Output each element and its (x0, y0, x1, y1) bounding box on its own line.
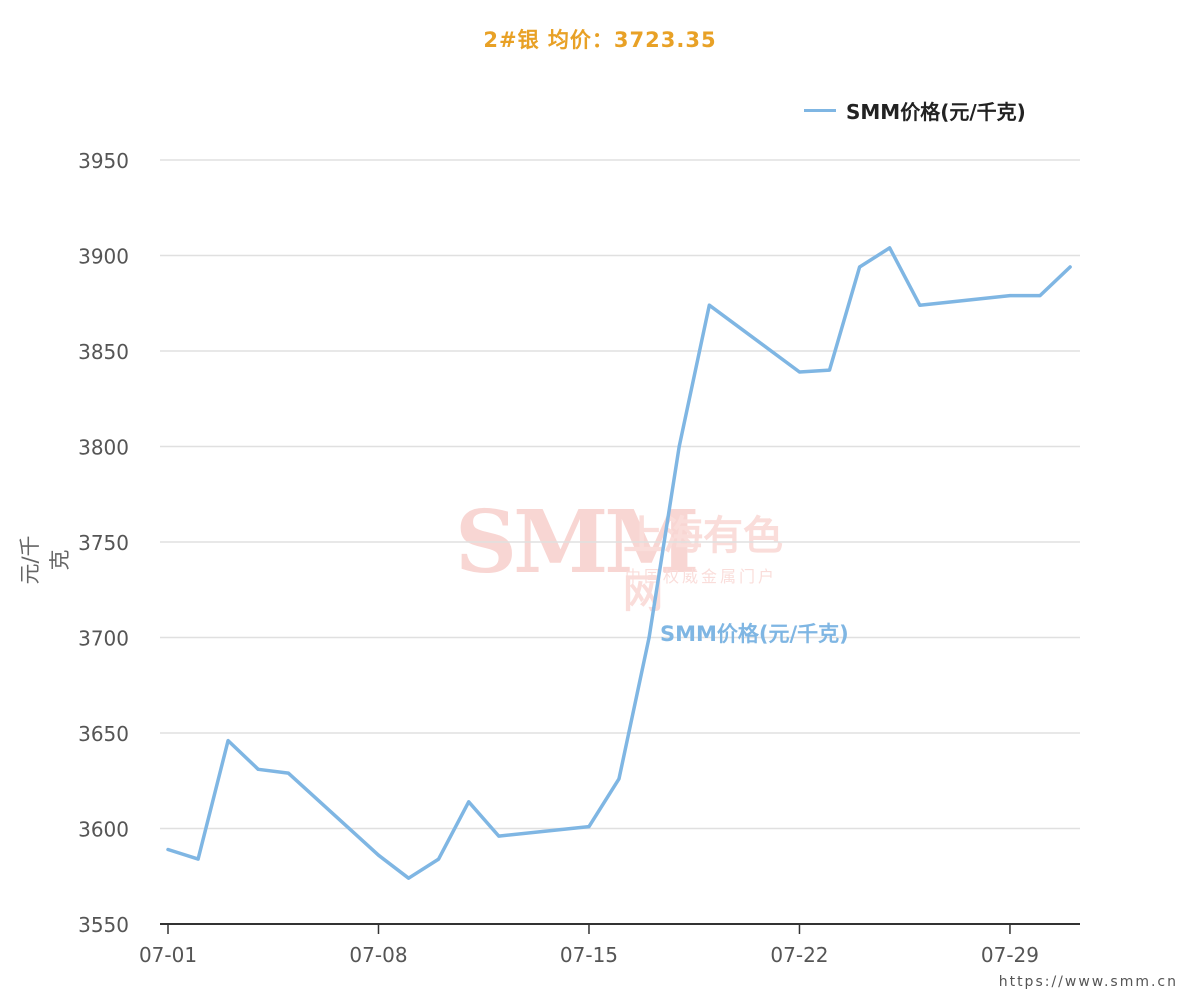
data-point (196, 857, 200, 861)
y-tick-label: 3750 (78, 531, 129, 555)
y-tick-label: 3700 (78, 627, 129, 651)
y-tick-label: 3600 (78, 818, 129, 842)
y-tick-label: 3950 (78, 149, 129, 173)
y-tick-label: 3850 (78, 340, 129, 364)
data-point (286, 771, 290, 775)
data-point (707, 303, 711, 307)
data-point (797, 370, 801, 374)
legend[interactable]: SMM价格(元/千克) (804, 96, 1026, 124)
data-point (376, 853, 380, 857)
series-line (166, 246, 1072, 880)
data-point (437, 857, 441, 861)
data-point (226, 739, 230, 743)
x-tick-label: 07-01 (139, 943, 197, 967)
data-point (467, 800, 471, 804)
x-tick-label: 07-08 (349, 943, 407, 967)
x-tick-label: 07-22 (770, 943, 828, 967)
legend-label: SMM价格(元/千克) (846, 99, 1026, 124)
chart-title: 2#银 均价：3723.35 (483, 28, 717, 52)
grid-lines (160, 159, 1080, 830)
watermark-name: 上海有色网 (623, 513, 783, 617)
data-point (1038, 294, 1042, 298)
data-point (647, 636, 651, 640)
data-point (677, 445, 681, 449)
data-point (918, 303, 922, 307)
y-tick-label: 3550 (78, 913, 129, 937)
x-tick-label: 07-29 (981, 943, 1039, 967)
data-point (858, 265, 862, 269)
series-layer (166, 246, 1072, 880)
data-point (407, 876, 411, 880)
data-point (828, 368, 832, 372)
data-point (617, 777, 621, 781)
data-point (888, 246, 892, 250)
series-annotation: SMM价格(元/千克) (660, 622, 849, 646)
data-point (166, 848, 170, 852)
legend-swatch (804, 108, 836, 112)
data-point (1008, 294, 1012, 298)
data-point (256, 767, 260, 771)
data-point (587, 825, 591, 829)
y-tick-label: 3900 (78, 245, 129, 269)
footer-url[interactable]: https://www.smm.cn (998, 974, 1178, 990)
data-point (1068, 265, 1072, 269)
y-tick-label: 3650 (78, 722, 129, 746)
watermark-tagline: 中国权威金属门户 (625, 567, 778, 586)
x-tick-label: 07-15 (560, 943, 618, 967)
data-point (497, 834, 501, 838)
y-tick-label: 3800 (78, 436, 129, 460)
tick-labels: 3550 3600 3650 3700 3750 3800 3850 3900 3950 07-0… (78, 149, 1039, 967)
axes (160, 923, 1080, 934)
